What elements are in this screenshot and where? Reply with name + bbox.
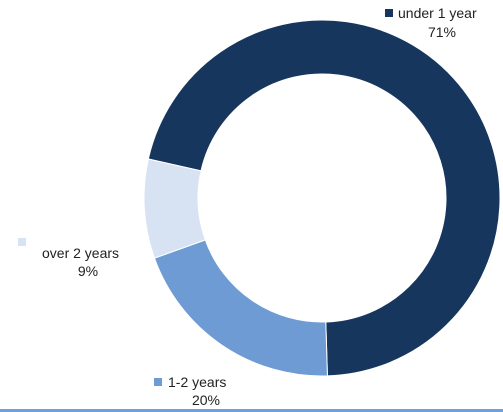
slice-under-1-year <box>147 19 501 377</box>
legend-marker-over-2-years <box>18 238 26 246</box>
value-label-under-1-year: 71% <box>428 24 456 40</box>
category-label-over-2-years: over 2 years <box>42 245 119 261</box>
value-label-over-2-years: 9% <box>78 263 98 279</box>
slice-1-2-years <box>153 239 328 377</box>
legend-marker-under-1-year <box>385 9 393 17</box>
category-label-under-1-year: under 1 year <box>398 5 477 21</box>
legend-marker-1-2-years <box>154 378 162 386</box>
bottom-border <box>0 409 503 412</box>
value-label-1-2-years: 20% <box>192 392 220 408</box>
category-label-1-2-years: 1-2 years <box>168 374 226 390</box>
slice-over-2-years <box>143 158 206 259</box>
